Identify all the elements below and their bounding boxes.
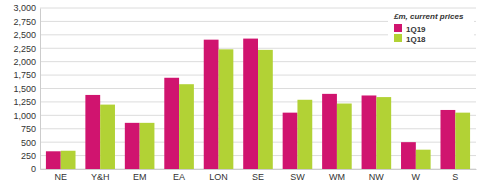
grid — [40, 8, 476, 169]
bar — [455, 113, 470, 169]
x-axis: NE Y&H EM EA LON SE SW WM NW W S — [41, 169, 477, 182]
y-tick: 1,250 — [13, 97, 40, 107]
y-tick: 3,000 — [13, 3, 40, 13]
x-tick-label: WM — [329, 172, 345, 182]
x-tick: S — [452, 169, 458, 182]
bar — [440, 110, 455, 169]
y-tick-label: 3,000 — [13, 3, 36, 13]
x-tick-label: SW — [290, 172, 305, 182]
y-tick: 2,750 — [13, 17, 40, 27]
x-tick: EA — [173, 169, 185, 182]
y-tick: 0 — [31, 164, 40, 174]
y-tick-label: 2,250 — [13, 44, 36, 54]
y-tick: 2,250 — [13, 44, 40, 54]
bar — [376, 97, 391, 169]
y-tick-label: 0 — [31, 164, 36, 174]
bar — [85, 95, 100, 169]
y-axis-line — [40, 9, 41, 170]
y-tick-label: 2,000 — [13, 57, 36, 67]
x-tick-label: W — [412, 172, 421, 182]
x-tick-label: EM — [133, 172, 147, 182]
y-tick: 500 — [21, 138, 40, 148]
bar — [204, 40, 219, 169]
bar — [322, 94, 337, 169]
y-tick: 1,000 — [13, 111, 40, 121]
x-tick-label: LON — [209, 172, 228, 182]
legend-entry: 1Q19 — [394, 24, 426, 34]
x-tick: EM — [133, 169, 147, 182]
x-tick-label: S — [452, 172, 458, 182]
y-axis: 0 250 500 750 1,000 1,250 1,500 1,750 2,000 2,250… — [13, 3, 40, 174]
bar — [46, 151, 61, 169]
y-tick: 1,750 — [13, 70, 40, 80]
x-tick-label: NE — [54, 172, 67, 182]
y-tick-label: 1,750 — [13, 70, 36, 80]
legend-swatch — [394, 34, 402, 42]
y-tick-label: 500 — [21, 138, 36, 148]
x-tick: W — [412, 169, 421, 182]
legend-swatch — [394, 24, 402, 32]
x-tick-label: NW — [369, 172, 384, 182]
x-tick: Y&H — [91, 169, 110, 182]
x-tick: SE — [252, 169, 264, 182]
grid-line — [40, 8, 476, 9]
bar — [337, 104, 352, 169]
bar-series — [46, 39, 455, 169]
x-tick-label: SE — [252, 172, 264, 182]
x-tick: NE — [54, 169, 67, 182]
bar — [179, 84, 194, 169]
legend-title: £m, current prices — [393, 12, 464, 21]
bar — [362, 95, 377, 169]
chart: 0 250 500 750 1,000 1,250 1,500 1,750 2,000 2,250… — [0, 0, 480, 186]
y-tick: 1,500 — [13, 84, 40, 94]
bar — [140, 123, 155, 169]
bar — [219, 49, 234, 169]
y-tick-label: 750 — [21, 124, 36, 134]
bar — [164, 78, 179, 169]
x-tick: SW — [290, 169, 305, 182]
x-tick: WM — [329, 169, 345, 182]
bar — [243, 39, 258, 169]
legend-label: 1Q18 — [406, 35, 426, 44]
bar — [416, 150, 431, 169]
legend-label: 1Q19 — [406, 25, 426, 34]
plot: 0 250 500 750 1,000 1,250 1,500 1,750 2,000 2,250… — [13, 3, 476, 182]
x-tick: LON — [209, 169, 228, 182]
bar — [283, 113, 298, 169]
x-axis-line — [41, 169, 477, 170]
y-tick-label: 1,000 — [13, 111, 36, 121]
legend-box — [388, 10, 474, 46]
y-tick-label: 1,500 — [13, 84, 36, 94]
x-tick-label: Y&H — [91, 172, 110, 182]
x-tick: NW — [369, 169, 384, 182]
legend: £m, current prices 1Q191Q18 — [388, 10, 474, 46]
y-tick: 250 — [21, 151, 40, 161]
bar — [297, 100, 312, 169]
y-tick: 750 — [21, 124, 40, 134]
bar — [100, 105, 115, 169]
bar — [258, 50, 273, 169]
bar — [125, 123, 140, 169]
legend-entry: 1Q18 — [394, 34, 426, 44]
y-tick: 2,500 — [13, 30, 40, 40]
y-tick-label: 250 — [21, 151, 36, 161]
bar-series — [61, 49, 470, 169]
x-tick-label: EA — [173, 172, 185, 182]
y-tick: 2,000 — [13, 57, 40, 67]
y-tick-label: 2,500 — [13, 30, 36, 40]
bar — [401, 142, 416, 169]
y-tick-label: 1,250 — [13, 97, 36, 107]
bars — [46, 39, 470, 169]
bar — [61, 151, 76, 169]
y-tick-label: 2,750 — [13, 17, 36, 27]
